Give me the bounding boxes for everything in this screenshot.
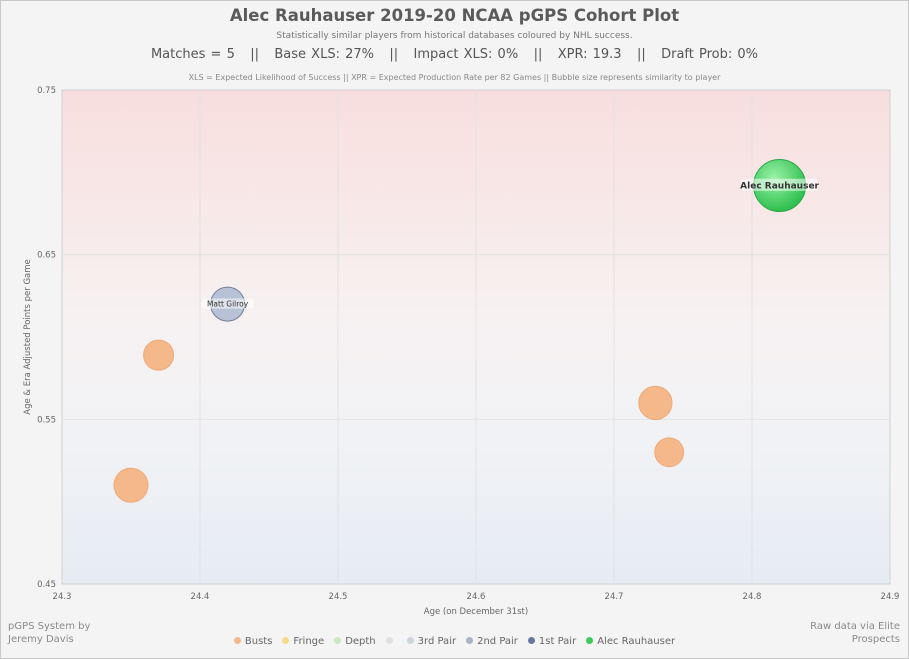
y-axis-label: Age & Era Adjusted Points per Game <box>23 259 33 415</box>
data-point[interactable] <box>143 339 175 371</box>
credit-left-line1: pGPS System by <box>8 621 91 632</box>
legend-item[interactable]: Fringe <box>282 636 324 647</box>
stats-line: Matches = 5 || Base XLS: 27% || Impact X… <box>150 47 759 62</box>
data-label-bg <box>741 178 818 191</box>
legend-item[interactable]: 2nd Pair <box>466 636 518 647</box>
credit-left-line2: Jeremy Davis <box>8 634 74 645</box>
chart-title: Alec Rauhauser 2019-20 NCAA pGPS Cohort … <box>229 6 680 25</box>
legend-item[interactable]: 1st Pair <box>527 636 577 647</box>
data-point[interactable] <box>654 437 685 468</box>
y-tick-label: 0.55 <box>37 415 56 425</box>
legend-dot-icon <box>406 637 414 644</box>
x-tick-label: 24.5 <box>329 592 348 602</box>
y-tick-label: 0.75 <box>37 86 56 96</box>
x-tick-label: 24.4 <box>191 592 210 602</box>
tick-labels: 24.3 24.4 24.5 24.6 24.7 24.8 24.9 0.45 0.55 0.65… <box>37 86 899 602</box>
data-point[interactable] <box>638 385 673 420</box>
legend-item[interactable]: 3rd Pair <box>406 636 457 647</box>
legend-dot-icon <box>282 637 290 644</box>
x-tick-label: 24.7 <box>605 592 624 602</box>
legend-label: Alec Rauhauser <box>597 636 676 647</box>
legend-label: Busts <box>244 636 273 647</box>
legend-dot-icon <box>466 637 474 644</box>
legend-label: 1st Pair <box>538 636 577 647</box>
x-tick-label: 24.8 <box>743 592 762 602</box>
x-tick-label: 24.6 <box>467 592 486 602</box>
credit-left: pGPS System by Jeremy Davis <box>8 620 90 646</box>
legend-dot-icon <box>586 637 594 644</box>
definitions-note: XLS = Expected Likelihood of Success || … <box>188 73 721 82</box>
legend: Busts Fringe Depth 3rd Pair 2nd Pair 1st Pair… <box>0 636 909 647</box>
grid-lines <box>62 90 890 584</box>
data-label-bg <box>201 298 254 309</box>
x-axis-label: Age (on December 31st) <box>424 607 528 617</box>
chart-subtitle: Statistically similar players from histo… <box>276 31 633 41</box>
y-tick-label: 0.65 <box>37 251 56 261</box>
legend-label: Fringe <box>293 636 325 647</box>
legend-label: Depth <box>345 636 376 647</box>
y-tick-label: 0.45 <box>37 580 56 590</box>
legend-item[interactable] <box>385 636 397 647</box>
legend-item[interactable]: Alec Rauhauser <box>586 636 675 647</box>
credit-right-line2: Prospects <box>851 634 900 645</box>
data-label: Matt Gilroy <box>207 300 249 309</box>
legend-label: 2nd Pair <box>477 636 518 647</box>
credit-right-line1: Raw data via Elite <box>810 621 900 632</box>
data-point[interactable] <box>113 467 149 503</box>
data-label: Alec Rauhauser <box>740 182 819 192</box>
data-points: Alec Rauhauser Matt Gilroy <box>113 159 820 503</box>
x-tick-label: 24.9 <box>881 592 900 602</box>
x-tick-label: 24.3 <box>53 592 72 602</box>
legend-dot-icon <box>334 637 342 644</box>
legend-label: 3rd Pair <box>417 636 457 647</box>
legend-dot-icon <box>233 637 241 644</box>
legend-dot-icon <box>385 637 393 644</box>
credit-right: Raw data via Elite Prospects <box>810 620 900 646</box>
legend-item[interactable]: Busts <box>233 636 273 647</box>
legend-dot-icon <box>527 637 535 644</box>
legend-item[interactable]: Depth <box>334 636 376 647</box>
